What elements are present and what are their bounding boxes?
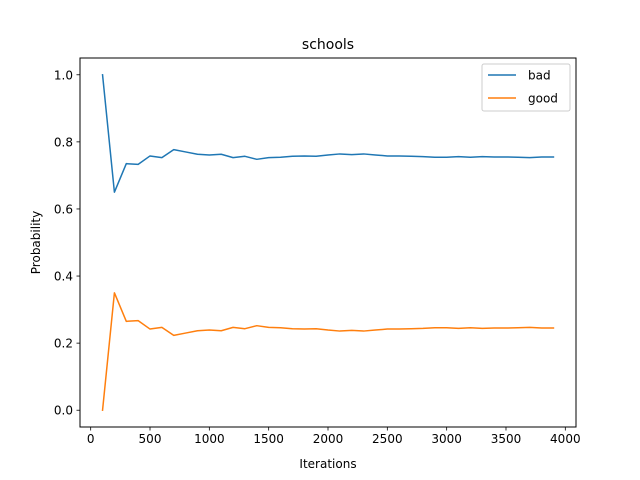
series-line-1 bbox=[101, 292, 555, 412]
y-tick-label: 0.2 bbox=[54, 337, 73, 351]
x-tick-label: 2500 bbox=[372, 432, 403, 446]
x-axis: 0 500 1000 1500 2000 2500 3000 3500 4000 bbox=[87, 427, 581, 446]
x-tick-label: 0 bbox=[87, 432, 95, 446]
x-tick-label: 3500 bbox=[491, 432, 522, 446]
y-axis-label: Probability bbox=[29, 211, 43, 274]
series-line-0 bbox=[101, 73, 555, 193]
legend-label: good bbox=[528, 92, 558, 106]
y-tick-label: 0.8 bbox=[54, 135, 73, 149]
x-tick-label: 4000 bbox=[550, 432, 581, 446]
y-axis: 0.0 0.2 0.4 0.6 0.8 1.0 bbox=[54, 68, 80, 418]
x-tick-label: 500 bbox=[139, 432, 162, 446]
y-tick-label: 0.6 bbox=[54, 202, 73, 216]
x-tick-label: 2000 bbox=[313, 432, 344, 446]
legend-label: bad bbox=[528, 69, 551, 83]
x-tick-label: 3000 bbox=[431, 432, 462, 446]
y-tick-label: 1.0 bbox=[54, 68, 73, 82]
x-tick-label: 1000 bbox=[194, 432, 225, 446]
legend: bad good bbox=[481, 63, 571, 112]
chart-title: schools bbox=[302, 37, 354, 53]
x-axis-label: Iterations bbox=[299, 457, 356, 471]
x-tick-label: 1500 bbox=[253, 432, 284, 446]
y-tick-label: 0.4 bbox=[54, 270, 73, 284]
series-lines bbox=[101, 73, 555, 412]
y-tick-label: 0.0 bbox=[54, 404, 73, 418]
